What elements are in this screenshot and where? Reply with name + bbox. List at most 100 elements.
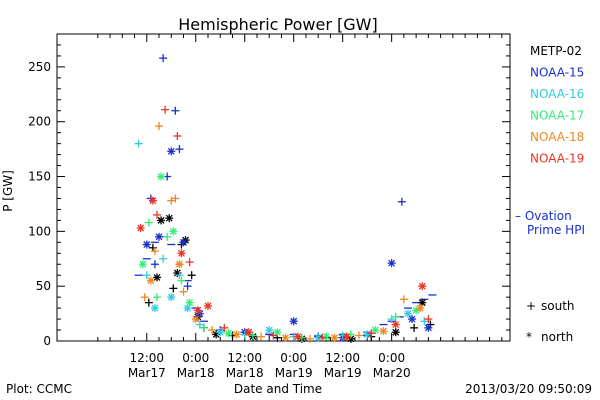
south-plus-marker bbox=[150, 260, 159, 269]
marker-legend: + south * north bbox=[526, 299, 575, 344]
x-tick-date: Mar18 bbox=[177, 366, 215, 380]
south-plus-marker bbox=[175, 145, 184, 154]
marker-stroke bbox=[169, 227, 177, 235]
north-star-marker bbox=[155, 232, 164, 241]
south-plus-marker bbox=[185, 258, 194, 267]
marker-stroke bbox=[137, 224, 145, 232]
north-star-marker bbox=[273, 328, 282, 337]
x-tick-time: 0:00 bbox=[280, 351, 307, 365]
legend: METP-02 NOAA-15 NOAA-16 NOAA-17 NOAA-18 NOAA-… bbox=[530, 44, 584, 166]
south-plus-marker bbox=[248, 331, 257, 340]
legend-entry: NOAA-17 bbox=[530, 109, 584, 123]
north-star-marker bbox=[330, 333, 339, 342]
y-tick-label: 200 bbox=[28, 115, 51, 129]
north-star-marker bbox=[281, 333, 290, 342]
marker-stroke bbox=[175, 260, 183, 268]
south-plus-marker bbox=[167, 196, 176, 205]
x-tick-date: Mar20 bbox=[373, 366, 411, 380]
north-star-marker bbox=[244, 328, 253, 337]
north-marker-label: north bbox=[541, 330, 573, 344]
north-star-marker bbox=[157, 172, 166, 181]
marker-stroke bbox=[408, 315, 416, 323]
north-star-marker bbox=[391, 328, 400, 337]
marker-stroke bbox=[194, 306, 202, 314]
south-plus-marker bbox=[187, 271, 196, 280]
north-star-marker bbox=[416, 304, 425, 313]
south-plus-marker bbox=[134, 139, 143, 148]
chart-title: Hemispheric Power [GW] bbox=[178, 15, 377, 34]
marker-stroke bbox=[392, 328, 400, 336]
x-ticks: 12:00Mar170:00Mar1812:00Mar180:00Mar1912… bbox=[97, 34, 503, 380]
south-plus-marker bbox=[173, 131, 182, 140]
y-axis-label: P [GW] bbox=[1, 170, 15, 212]
south-plus-marker bbox=[171, 194, 180, 203]
marker-stroke bbox=[186, 299, 194, 307]
north-star-marker bbox=[387, 259, 396, 268]
south-plus-marker bbox=[144, 298, 153, 307]
north-star-marker bbox=[169, 227, 178, 236]
south-plus-marker bbox=[387, 315, 396, 324]
marker-stroke bbox=[343, 333, 351, 341]
north-star-marker bbox=[185, 298, 194, 307]
marker-stroke bbox=[233, 330, 241, 338]
marker-stroke bbox=[204, 302, 212, 310]
marker-stroke bbox=[322, 333, 330, 341]
legend-entry: METP-02 bbox=[530, 44, 582, 58]
x-axis-label: Date and Time bbox=[234, 382, 322, 396]
marker-stroke bbox=[424, 324, 432, 332]
marker-stroke bbox=[371, 326, 379, 334]
marker-stroke bbox=[192, 315, 200, 323]
y-tick-label: 50 bbox=[36, 279, 51, 293]
marker-stroke bbox=[173, 269, 181, 277]
ovation-label-line1: – Ovation bbox=[515, 209, 572, 223]
marker-stroke bbox=[347, 335, 355, 343]
legend-entry: NOAA-15 bbox=[530, 66, 584, 80]
marker-stroke bbox=[404, 310, 412, 318]
x-tick-date: Mar18 bbox=[226, 366, 264, 380]
x-tick-time: 12:00 bbox=[325, 351, 360, 365]
north-star-marker bbox=[191, 315, 200, 324]
south-plus-marker bbox=[367, 329, 376, 338]
marker-stroke bbox=[388, 259, 396, 267]
marker-stroke bbox=[155, 233, 163, 241]
marker-stroke bbox=[153, 273, 161, 281]
marker-stroke bbox=[139, 260, 147, 268]
north-star-marker bbox=[157, 216, 166, 225]
north-star-marker bbox=[293, 332, 302, 341]
south-plus-marker bbox=[410, 323, 419, 332]
marker-stroke bbox=[290, 317, 298, 325]
marker-stroke bbox=[180, 238, 187, 246]
south-marker-symbol: + bbox=[526, 299, 536, 313]
marker-stroke bbox=[224, 329, 232, 337]
south-plus-marker bbox=[399, 295, 408, 304]
north-star-marker bbox=[216, 328, 225, 337]
footer-timestamp: 2013/03/20 09:50:09 bbox=[465, 382, 592, 396]
plot-frame bbox=[56, 33, 511, 342]
south-plus-marker bbox=[420, 317, 429, 326]
ovation-legend: – Ovation Prime HPI bbox=[515, 209, 585, 237]
marker-stroke bbox=[245, 328, 253, 336]
north-star-marker bbox=[418, 282, 427, 291]
y-tick-label: 150 bbox=[28, 170, 51, 184]
south-plus-marker bbox=[306, 334, 315, 343]
north-star-marker bbox=[138, 260, 147, 269]
marker-stroke bbox=[151, 304, 159, 312]
marker-stroke bbox=[178, 249, 185, 257]
north-star-marker bbox=[391, 320, 400, 329]
south-plus-marker bbox=[208, 326, 217, 335]
x-tick-date: Mar19 bbox=[275, 366, 313, 380]
north-star-marker bbox=[175, 260, 184, 269]
x-tick-time: 0:00 bbox=[378, 351, 405, 365]
north-star-marker bbox=[379, 327, 388, 336]
south-plus-marker bbox=[175, 271, 184, 280]
south-plus-marker bbox=[195, 320, 204, 329]
south-marker-label: south bbox=[541, 299, 575, 313]
north-star-marker bbox=[167, 293, 176, 302]
marker-stroke bbox=[418, 282, 426, 290]
marker-stroke bbox=[167, 147, 175, 155]
legend-entry: NOAA-18 bbox=[530, 130, 584, 144]
south-plus-marker bbox=[199, 323, 208, 332]
north-star-marker bbox=[167, 147, 176, 156]
x-tick-time: 0:00 bbox=[182, 351, 209, 365]
